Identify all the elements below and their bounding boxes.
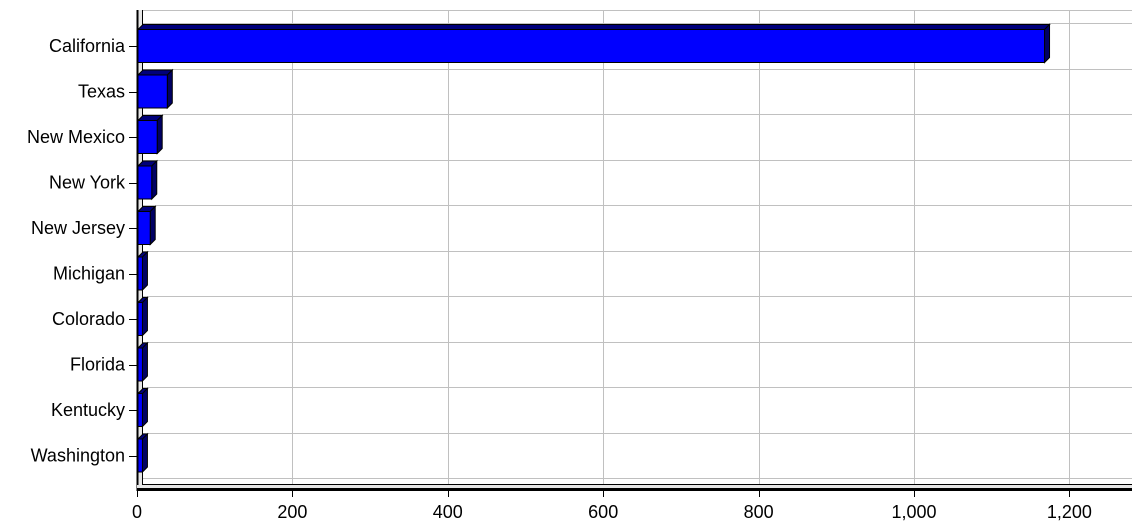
bar-side-california	[1044, 23, 1051, 64]
grid-layer	[137, 10, 1132, 489]
bar-side-kentucky	[141, 387, 148, 428]
y-tick-label-michigan: Michigan	[53, 264, 125, 284]
bar-kentucky	[137, 393, 143, 427]
y-tick-label-new-jersey: New Jersey	[31, 218, 125, 238]
bar-side-washington	[141, 432, 148, 474]
bar-side-new-mexico	[156, 114, 163, 155]
y-tick-label-new-york: New York	[49, 173, 126, 193]
bar-colorado	[137, 302, 143, 336]
x-tick-label-200: 200	[277, 502, 307, 522]
y-tick-label-florida: Florida	[70, 355, 126, 375]
y-tick-label-new-mexico: New Mexico	[27, 127, 125, 147]
bar-washington	[137, 438, 143, 473]
bar-side-colorado	[141, 296, 148, 337]
x-tick-label-600: 600	[588, 502, 618, 522]
x-tick-label-1000: 1,000	[891, 502, 936, 522]
y-tick-label-washington: Washington	[31, 446, 125, 466]
bar-side-new-jersey	[149, 205, 156, 246]
x-tick-label-800: 800	[744, 502, 774, 522]
x-axis-wall	[137, 485, 1132, 489]
axis-layer	[129, 10, 1132, 497]
label-layer: 0 200 400 600 800 1,000 1,200 California Texas Ne…	[27, 36, 1092, 522]
x-tick-label-0: 0	[132, 502, 142, 522]
bar-florida	[137, 347, 143, 382]
y-tick-label-kentucky: Kentucky	[51, 400, 125, 420]
bar-michigan	[137, 256, 143, 291]
bar-texas	[137, 74, 168, 109]
x-tick-label-400: 400	[433, 502, 463, 522]
bar-california	[137, 29, 1046, 63]
bar-new-mexico	[137, 120, 158, 154]
bar-top-texas	[136, 69, 174, 76]
bar-side-new-york	[151, 159, 158, 201]
bar-new-york	[137, 165, 153, 200]
y-tick-label-texas: Texas	[78, 82, 125, 102]
y-tick-label-colorado: Colorado	[52, 309, 125, 329]
bar-layer	[136, 23, 1051, 474]
y-tick-label-california: California	[49, 36, 126, 56]
x-tick-label-1200: 1,200	[1047, 502, 1092, 522]
y-axis-wall	[137, 10, 142, 489]
bar-side-florida	[141, 341, 148, 383]
bar-side-michigan	[141, 250, 148, 292]
bar-top-california	[136, 24, 1051, 30]
bar-side-texas	[166, 68, 173, 110]
bar-new-jersey	[137, 211, 151, 245]
